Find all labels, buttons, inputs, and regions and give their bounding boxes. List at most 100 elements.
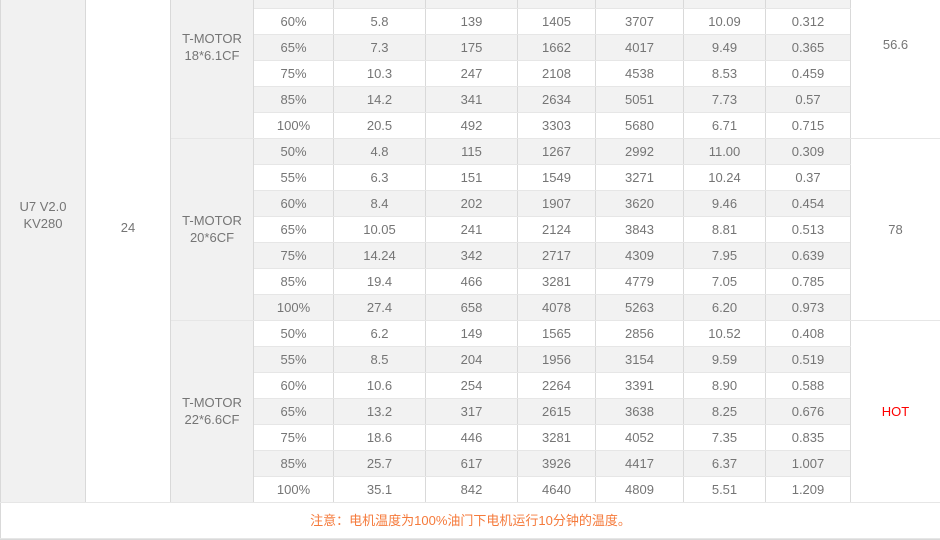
data-cell: 241 (425, 215, 518, 243)
data-cell: 3281 (517, 423, 596, 451)
data-cell: 4309 (595, 241, 684, 269)
prop-model-cell: T-MOTOR 22*6.6CF (170, 319, 254, 503)
data-cell: 8.90 (683, 371, 766, 399)
data-cell: 842 (425, 475, 518, 503)
data-cell: 8.81 (683, 215, 766, 243)
data-cell: 0.459 (765, 59, 851, 87)
temp-cell: 56.6 (850, 0, 940, 139)
throttle-cell: 60% (253, 7, 334, 35)
clipped-row-cell (517, 0, 596, 9)
table-row: 85% 14.2 341 2634 5051 7.73 0.57 (1, 85, 940, 113)
data-cell: 5.8 (333, 7, 426, 35)
data-cell: 2717 (517, 241, 596, 269)
data-cell: 0.408 (765, 319, 851, 347)
data-cell: 2634 (517, 85, 596, 113)
data-cell: 7.95 (683, 241, 766, 269)
data-cell: 0.973 (765, 293, 851, 321)
data-cell: 10.52 (683, 319, 766, 347)
throttle-cell: 65% (253, 33, 334, 61)
data-cell: 10.24 (683, 163, 766, 191)
throttle-cell: 50% (253, 319, 334, 347)
temp-cell: 78 (850, 137, 940, 321)
data-cell: 0.835 (765, 423, 851, 451)
table-row: T-MOTOR 20*6CF 50% 4.8 115 1267 2992 11.00 0.30… (1, 137, 940, 321)
data-cell: 0.37 (765, 163, 851, 191)
page-background-strip (0, 538, 940, 540)
throttle-cell: 75% (253, 423, 334, 451)
data-cell: 8.25 (683, 397, 766, 425)
data-cell: 5.51 (683, 475, 766, 503)
data-cell: 254 (425, 371, 518, 399)
data-cell: 1.209 (765, 475, 851, 503)
clipped-row-cell (425, 0, 518, 9)
clipped-row-cell (595, 0, 684, 9)
data-cell: 4078 (517, 293, 596, 321)
data-cell: 115 (425, 137, 518, 165)
throttle-cell: 55% (253, 345, 334, 373)
data-cell: 202 (425, 189, 518, 217)
data-cell: 10.6 (333, 371, 426, 399)
throttle-cell: 85% (253, 449, 334, 477)
data-cell: 8.53 (683, 59, 766, 87)
data-cell: 1267 (517, 137, 596, 165)
data-cell: 446 (425, 423, 518, 451)
data-cell: 1405 (517, 7, 596, 35)
data-cell: 13.2 (333, 397, 426, 425)
data-cell: 3638 (595, 397, 684, 425)
data-cell: 4809 (595, 475, 684, 503)
table-row: 65% 7.3 175 1662 4017 9.49 0.365 (1, 33, 940, 61)
throttle-cell: 50% (253, 137, 334, 165)
throttle-cell: 65% (253, 397, 334, 425)
data-cell: 1907 (517, 189, 596, 217)
data-cell: 0.309 (765, 137, 851, 165)
data-cell: 204 (425, 345, 518, 373)
table-row: 65% 10.05 241 2124 3843 8.81 0.513 (1, 215, 940, 243)
data-cell: 3391 (595, 371, 684, 399)
prop-model-cell: T-MOTOR 18*6.1CF (170, 0, 254, 139)
data-cell: 35.1 (333, 475, 426, 503)
data-cell: 2108 (517, 59, 596, 87)
data-cell: 1956 (517, 345, 596, 373)
data-cell: 466 (425, 267, 518, 295)
data-cell: 2992 (595, 137, 684, 165)
data-cell: 18.6 (333, 423, 426, 451)
data-cell: 2124 (517, 215, 596, 243)
data-cell: 6.20 (683, 293, 766, 321)
data-cell: 0.588 (765, 371, 851, 399)
table-row: 注意：电机温度为100%油门下电机运行10分钟的温度。 (0, 501, 940, 539)
table-row: 60% 8.4 202 1907 3620 9.46 0.454 (1, 189, 940, 217)
data-cell: 10.3 (333, 59, 426, 87)
data-cell: 3303 (517, 111, 596, 139)
data-cell: 7.73 (683, 85, 766, 113)
data-cell: 149 (425, 319, 518, 347)
data-cell: 341 (425, 85, 518, 113)
table-row: 55% 6.3 151 1549 3271 10.24 0.37 (1, 163, 940, 191)
data-cell: 2856 (595, 319, 684, 347)
throttle-cell: 60% (253, 371, 334, 399)
data-cell: 4640 (517, 475, 596, 503)
data-cell: 7.05 (683, 267, 766, 295)
prop-model-cell: T-MOTOR 20*6CF (170, 137, 254, 321)
data-cell: 4779 (595, 267, 684, 295)
data-cell: 6.71 (683, 111, 766, 139)
data-cell: 2615 (517, 397, 596, 425)
table-row: 85% 25.7 617 3926 4417 6.37 1.007 (1, 449, 940, 477)
data-cell: 317 (425, 397, 518, 425)
data-cell: 0.785 (765, 267, 851, 295)
data-cell: 10.09 (683, 7, 766, 35)
data-cell: 0.513 (765, 215, 851, 243)
data-cell: 3281 (517, 267, 596, 295)
data-cell: 20.5 (333, 111, 426, 139)
table-row: 100% 27.4 658 4078 5263 6.20 0.973 (1, 293, 940, 321)
data-cell: 1.007 (765, 449, 851, 477)
data-cell: 4.8 (333, 137, 426, 165)
data-cell: 9.46 (683, 189, 766, 217)
data-cell: 5263 (595, 293, 684, 321)
data-cell: 658 (425, 293, 518, 321)
motor-model-cell: U7 V2.0 KV280 (0, 0, 86, 503)
data-cell: 0.312 (765, 7, 851, 35)
data-cell: 0.519 (765, 345, 851, 373)
data-cell: 3926 (517, 449, 596, 477)
data-cell: 3620 (595, 189, 684, 217)
